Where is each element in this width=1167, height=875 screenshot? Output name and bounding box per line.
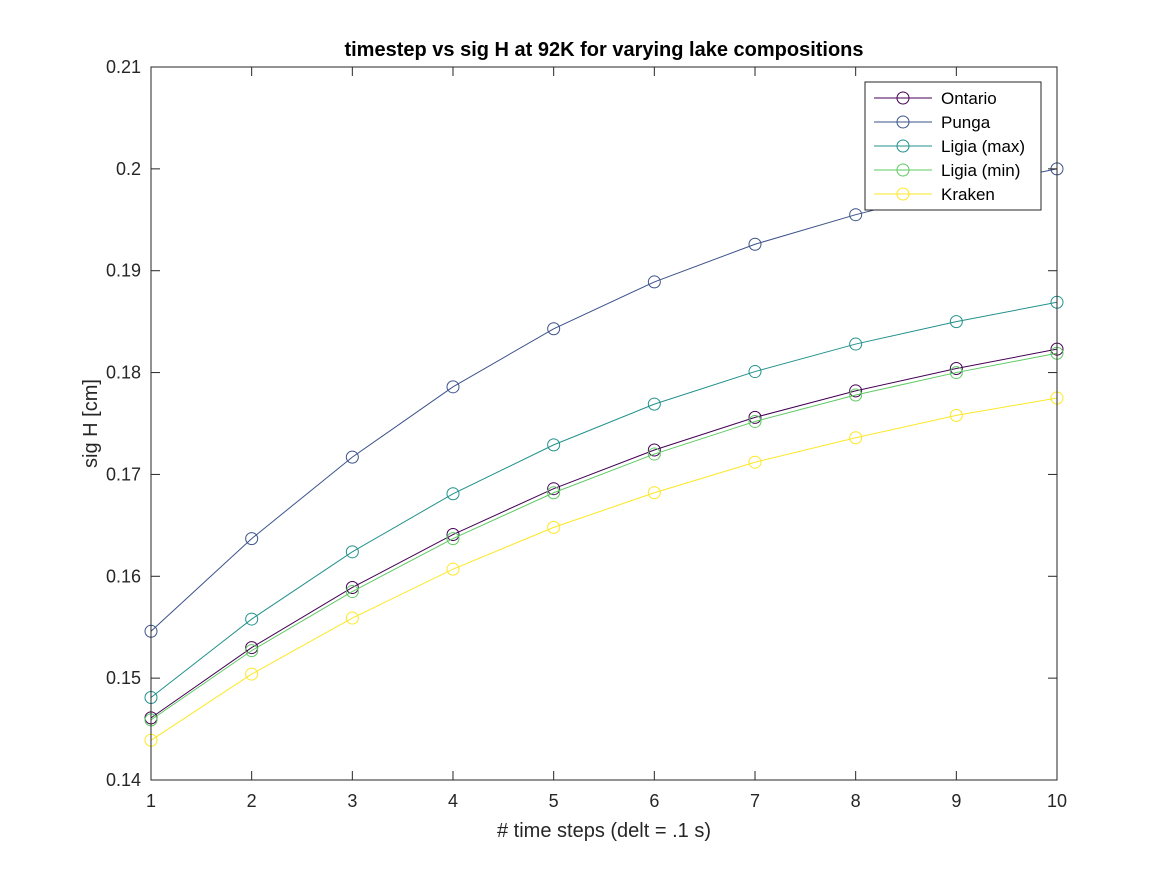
data-point [647,486,661,500]
data-point [446,562,460,576]
x-tick-label: 10 [1047,791,1067,811]
data-point [748,365,762,379]
data-point [547,438,561,452]
x-tick-label: 7 [750,791,760,811]
data-point [748,410,762,424]
data-point [547,486,561,500]
legend-marker [896,115,910,129]
y-tick-label: 0.17 [106,464,141,484]
data-point [345,611,359,625]
legend-entry: Ontario [874,89,997,108]
data-point [949,366,963,380]
data-point [949,315,963,329]
legend-label: Kraken [941,185,995,204]
data-point [245,644,259,658]
data-point [647,443,661,457]
y-tick-label: 0.21 [106,57,141,77]
x-tick-label: 4 [448,791,458,811]
legend-marker [896,187,910,201]
y-tick-label: 0.18 [106,363,141,383]
series-line [150,352,1058,721]
legend-label: Ligia (max) [941,137,1025,156]
data-point [345,580,359,594]
data-point [446,528,460,542]
data-point [245,612,259,626]
series-4 [144,391,1064,747]
legend-label: Ligia (min) [941,161,1020,180]
chart-title: timestep vs sig H at 92K for varying lak… [344,39,863,61]
legend-label: Ontario [941,89,997,108]
data-point [446,487,460,501]
data-point [748,455,762,469]
x-axis-title: # time steps (delt = .1 s) [497,820,711,842]
data-point [849,337,863,351]
data-point [446,532,460,546]
legend-entry: Ligia (max) [874,137,1025,156]
y-tick-label: 0.16 [106,566,141,586]
legend-entry: Kraken [874,185,995,204]
data-point [849,431,863,445]
legend-entry: Ligia (min) [874,161,1020,180]
y-tick-label: 0.19 [106,261,141,281]
data-point [949,408,963,422]
series-3 [144,346,1064,727]
series-line [150,397,1058,741]
data-point [446,380,460,394]
legend-marker [896,139,910,153]
legend: Ontario Punga Ligia (max) Ligia (min) Kraken [864,81,1042,211]
legend-marker [896,91,910,105]
y-axis-title: sig H [cm] [80,379,102,468]
series-line [150,348,1058,719]
data-point [748,414,762,428]
series-line [150,301,1058,698]
data-point [748,237,762,251]
data-point [345,585,359,599]
y-tick-label: 0.15 [106,668,141,688]
data-point [547,482,561,496]
series-2 [144,295,1064,704]
x-tick-label: 5 [549,791,559,811]
data-point [647,447,661,461]
data-point [647,397,661,411]
x-tick-label: 6 [649,791,659,811]
data-point [547,322,561,336]
y-tick-label: 0.2 [116,159,141,179]
data-point [849,384,863,398]
data-point [849,388,863,402]
data-point [345,450,359,464]
x-tick-label: 1 [146,791,156,811]
legend-entry: Punga [874,113,991,132]
x-tick-label: 3 [347,791,357,811]
data-point [245,667,259,681]
series-0 [144,342,1064,725]
legend-label: Punga [941,113,991,132]
data-point [245,532,259,546]
x-tick-label: 9 [951,791,961,811]
x-tick-label: 2 [247,791,257,811]
axes-layer: 1 2 3 4 5 6 7 8 9 10 0.14 0.15 0.16 0.17 0.18 0.19 0.2 0.… [106,57,1067,811]
data-point [949,362,963,375]
x-tick-label: 8 [851,791,861,811]
data-point [345,545,359,559]
axes-box [150,66,1058,781]
data-point [647,275,661,289]
legend-marker [896,163,910,177]
data-point [849,208,863,222]
data-point [547,520,561,534]
y-tick-label: 0.14 [106,770,141,790]
